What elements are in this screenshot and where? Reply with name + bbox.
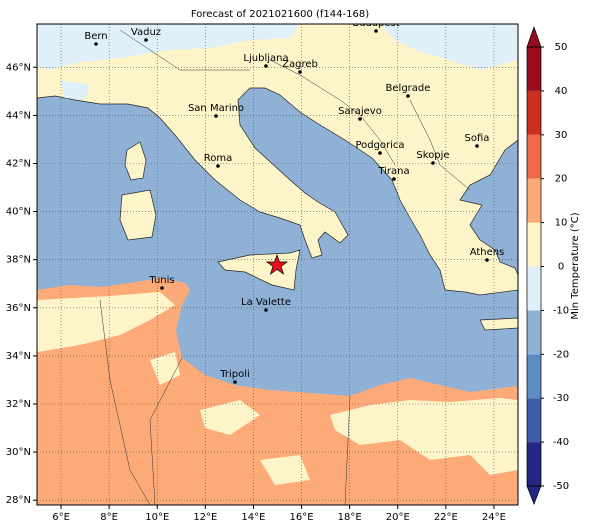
lon-tick-label: 10°E: [145, 512, 169, 523]
colorbar-extend-top: [526, 25, 542, 48]
lon-tick-label: 8°E: [100, 512, 118, 523]
lat-tick-label: 36°N: [6, 303, 31, 314]
colorbar-tick-label: -40: [553, 437, 569, 448]
city-label: Skopje: [416, 150, 449, 161]
colorbar-band: [527, 266, 541, 311]
colorbar-band: [527, 442, 541, 486]
sardinia: [119, 189, 157, 241]
colorbar-tick-label: 40: [555, 86, 568, 97]
sicily: [217, 249, 301, 291]
city-dot: [374, 29, 378, 33]
colorbar-tick-label: 0: [558, 262, 564, 273]
lat-tick-label: 30°N: [6, 447, 31, 458]
colorbar-band: [527, 134, 541, 179]
city-label: Tirana: [377, 166, 409, 177]
corsica: [124, 141, 147, 181]
colorbar-tick-label: 50: [555, 42, 568, 53]
lon-tick-label: 20°E: [386, 512, 410, 523]
colorbar-tick-label: -10: [553, 305, 569, 316]
colorbar-band: [527, 90, 541, 135]
city-dot: [216, 164, 220, 168]
city-label: Sarajevo: [338, 106, 382, 117]
city-dot: [160, 286, 164, 290]
city-label: Vaduz: [131, 27, 161, 38]
lat-tick-label: 32°N: [6, 399, 31, 410]
city-label: Ljubljana: [243, 53, 288, 64]
lon-tick-label: 24°E: [482, 512, 506, 523]
city-dot: [233, 380, 237, 384]
colorbar-tick-label: 30: [555, 130, 568, 141]
colorbar-tick-label: -50: [553, 481, 569, 492]
lon-tick-label: 6°E: [52, 512, 70, 523]
europe-land: [37, 24, 518, 296]
city-label: La Valette: [241, 297, 291, 308]
city-label: Sofia: [465, 133, 490, 144]
lat-tick-label: 40°N: [6, 207, 31, 218]
city-dot: [264, 308, 268, 312]
city-dot: [214, 114, 218, 118]
colorbar-tick-label: -30: [553, 393, 569, 404]
map-title: Forecast of 2021021600 (f144-168): [191, 9, 369, 20]
city-label: San Marino: [188, 103, 244, 114]
lon-tick-label: 18°E: [338, 512, 362, 523]
city-label: Belgrade: [386, 83, 431, 94]
colorbar-tick-label: 10: [555, 218, 568, 229]
lon-tick-label: 16°E: [290, 512, 314, 523]
lat-tick-label: 28°N: [6, 495, 31, 506]
lat-tick-label: 38°N: [6, 255, 31, 266]
lat-tick-label: 46°N: [6, 62, 31, 73]
colorbar-band: [527, 222, 541, 267]
cool-inland: [37, 292, 518, 485]
storm-marker: [265, 253, 289, 275]
city-label: Roma: [204, 153, 233, 164]
colorbar-extend-bottom: [526, 485, 542, 505]
colorbar-tick-label: 20: [555, 174, 568, 185]
colorbar-band: [527, 354, 541, 399]
country-borders: [99, 29, 471, 505]
city-label: Tripoli: [219, 369, 250, 380]
crete: [479, 317, 518, 331]
city-dot: [298, 70, 302, 74]
colorbar-band: [527, 310, 541, 355]
city-dot: [144, 38, 148, 42]
colorbar-label: Min Temperature (°C): [570, 212, 581, 319]
lat-tick-label: 44°N: [6, 110, 31, 121]
city-label: Tunis: [148, 275, 174, 286]
city-dot: [475, 144, 479, 148]
city-dot: [264, 64, 268, 68]
city-dot: [358, 117, 362, 121]
city-label: Athens: [470, 247, 505, 258]
colorbar-band: [527, 398, 541, 443]
africa-land: [37, 278, 518, 505]
map-frame: [36, 23, 519, 506]
city-dot: [431, 161, 435, 165]
city-label: Budapest: [352, 18, 399, 29]
lon-tick-label: 22°E: [434, 512, 458, 523]
lon-tick-label: 12°E: [193, 512, 217, 523]
city-dot: [94, 42, 98, 46]
city-label: Podgorica: [355, 140, 404, 151]
city-dot: [485, 258, 489, 262]
lat-tick-label: 34°N: [6, 351, 31, 362]
city-label: Zagreb: [282, 59, 318, 70]
city-dot: [392, 177, 396, 181]
colorbar-tick-label: -20: [553, 349, 569, 360]
colorbar-band: [527, 47, 541, 91]
city-label: Bern: [84, 31, 107, 42]
colorbar-band: [527, 178, 541, 223]
city-dot: [378, 151, 382, 155]
lon-tick-label: 14°E: [241, 512, 265, 523]
lat-tick-label: 42°N: [6, 158, 31, 169]
city-dot: [406, 94, 410, 98]
